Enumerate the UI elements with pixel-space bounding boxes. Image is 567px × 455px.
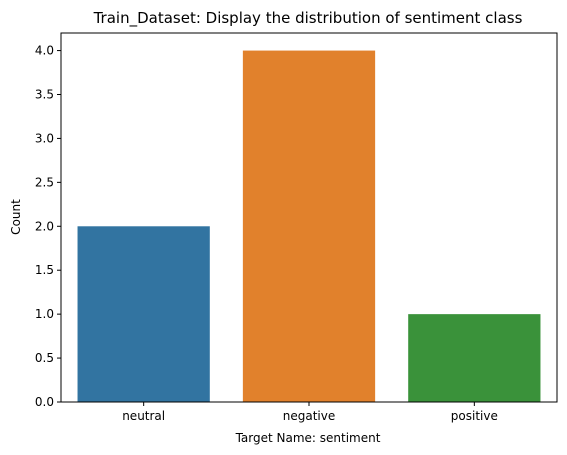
x-tick-label: negative [283, 409, 335, 423]
y-tick-label: 0.0 [35, 395, 54, 409]
y-axis: 0.0 0.5 1.0 1.5 2.0 2.5 3.0 3.5 4.0 [35, 44, 61, 409]
bar-negative [242, 50, 376, 402]
chart-title: Train_Dataset: Display the distribution … [93, 9, 523, 28]
y-tick-label: 2.5 [35, 175, 54, 189]
y-tick-label: 1.5 [35, 263, 54, 277]
bar-positive [408, 314, 541, 402]
x-axis-label: Target Name: sentiment [235, 431, 381, 445]
x-axis: neutral negative positive [122, 402, 498, 423]
y-tick-label: 3.5 [35, 88, 54, 102]
y-tick-label: 0.5 [35, 351, 54, 365]
x-tick-label: neutral [122, 409, 165, 423]
y-tick-label: 3.0 [35, 131, 54, 145]
y-tick-label: 4.0 [35, 44, 54, 58]
y-tick-label: 1.0 [35, 307, 54, 321]
y-axis-label: Count [9, 199, 23, 235]
x-tick-label: positive [451, 409, 498, 423]
bars-group [77, 50, 541, 402]
bar-neutral [77, 226, 210, 402]
y-tick-label: 2.0 [35, 219, 54, 233]
